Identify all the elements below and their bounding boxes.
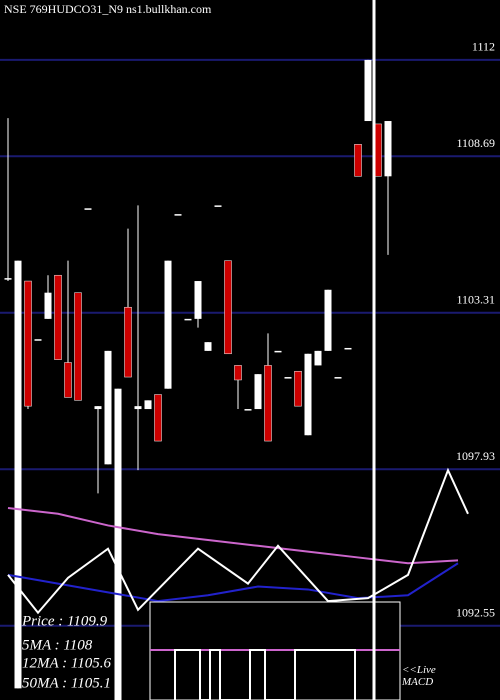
candle-body: [214, 205, 222, 207]
candle-body: [334, 377, 342, 379]
candle-body: [254, 374, 262, 410]
candle-body: [194, 281, 202, 319]
marks: [4, 59, 469, 700]
candle-body: [34, 339, 42, 341]
y-tick-label: 1103.31: [456, 293, 495, 307]
candle-body: [344, 347, 352, 350]
candle-body: [104, 350, 112, 465]
candle-body: [134, 406, 142, 410]
candle-body: [374, 123, 382, 177]
candle-body: [54, 274, 62, 360]
candle-body: [224, 260, 232, 355]
candle-body: [164, 260, 172, 389]
candle-body: [84, 208, 92, 210]
candle-body: [184, 318, 192, 321]
y-tick-label: 1108.69: [456, 136, 495, 150]
legend-12ma: 12MA : 1105.6: [22, 655, 112, 671]
candle-body: [64, 362, 72, 398]
ma-line: [7, 506, 459, 565]
grid: 1112 1108.69 1103.31 1097.93 1092.55: [0, 40, 500, 627]
candle-body: [144, 400, 152, 410]
candle-body: [314, 350, 322, 366]
candle-body: [304, 353, 312, 436]
candle-body: [354, 144, 362, 177]
y-tick-label: 1097.93: [456, 449, 495, 463]
ma-line: [7, 467, 469, 615]
macd-label: <<Live MACD: [401, 664, 436, 688]
candle-body: [4, 278, 12, 280]
candle-body: [154, 394, 162, 442]
y-tick-label: 1112: [472, 40, 495, 54]
candle-body: [124, 306, 132, 378]
candle-body: [174, 214, 182, 216]
candle-body: [204, 342, 212, 351]
candle-body: [264, 365, 272, 442]
candle-body: [294, 370, 302, 407]
legend-price: Price : 1109.9: [21, 613, 108, 629]
candle-body: [284, 377, 292, 379]
candle-body: [74, 292, 82, 401]
candle-body: [14, 260, 22, 689]
chart-title: NSE 769HUDCO31_N9 ns1.bullkhan.com: [4, 2, 212, 16]
candle-body: [244, 409, 252, 411]
candle-body: [324, 289, 332, 351]
candle-body: [114, 388, 122, 700]
candle-body: [44, 292, 52, 319]
candle-body: [24, 280, 32, 407]
candle-body: [364, 59, 372, 122]
candle-body: [234, 365, 242, 381]
candle-body: [384, 121, 392, 177]
y-tick-label: 1092.55: [456, 606, 495, 620]
ma-line: [7, 562, 459, 603]
macd-signal: [174, 649, 356, 700]
candle-body: [94, 406, 102, 410]
legend-50ma: 50MA : 1105.1: [22, 675, 111, 691]
legend-5ma: 5MA : 1108: [22, 637, 93, 653]
candle-body: [274, 350, 282, 353]
